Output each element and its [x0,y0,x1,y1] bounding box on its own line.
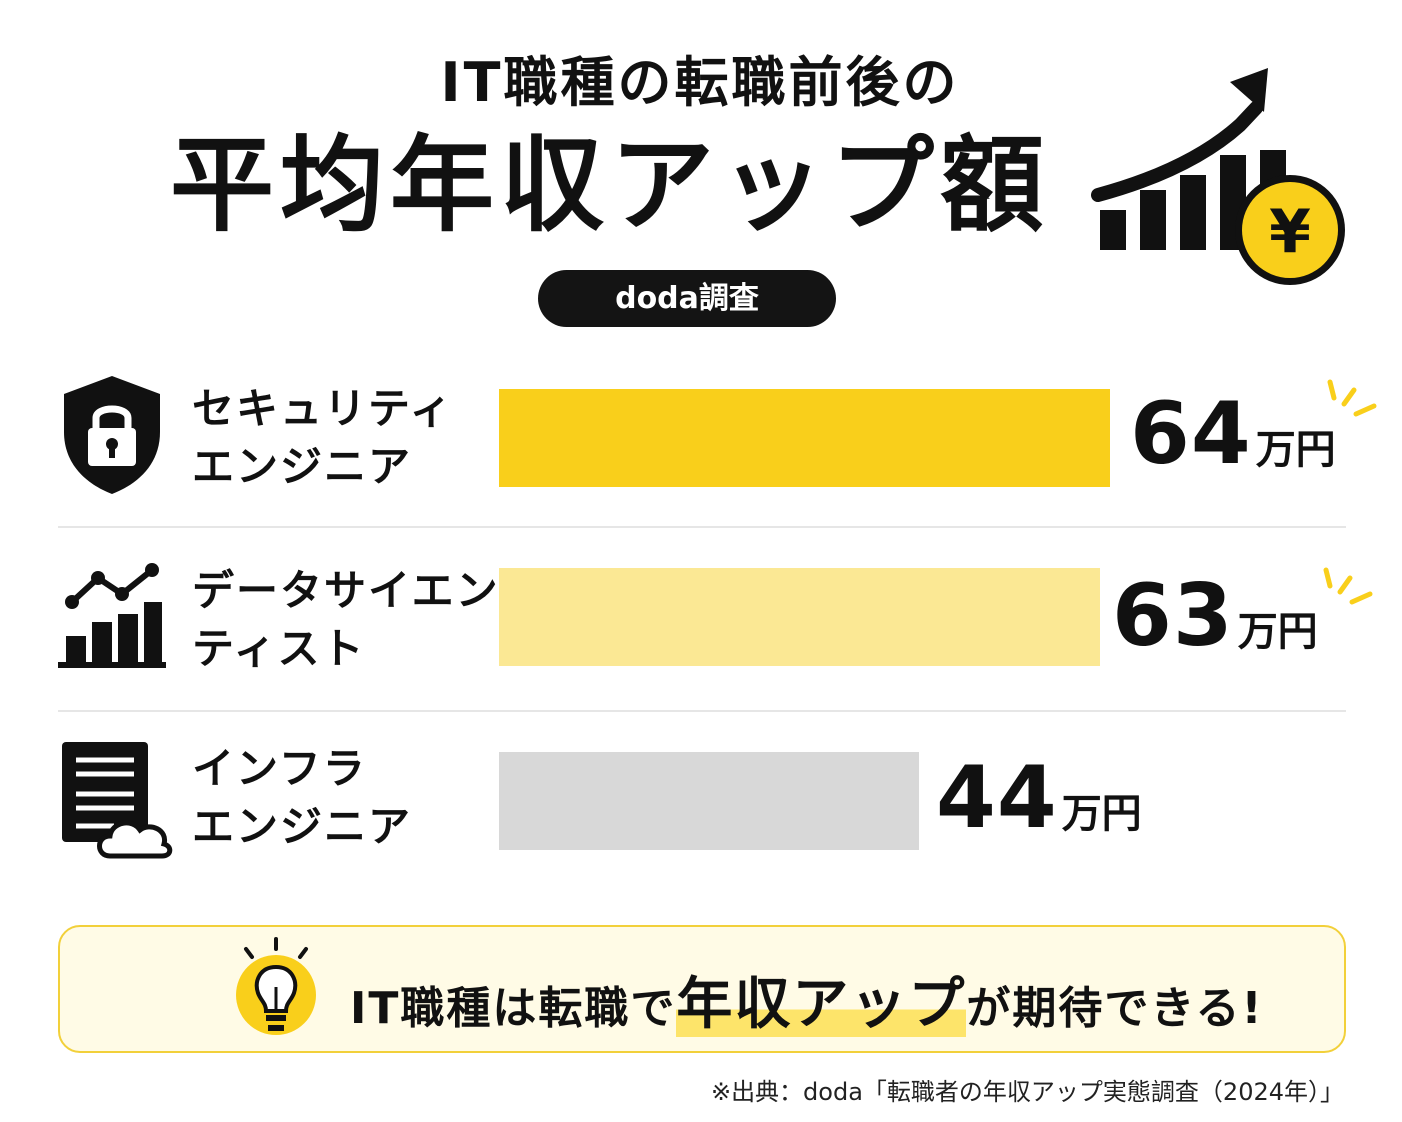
server-cloud-icon [62,742,173,859]
sparkle-icon [1323,567,1373,605]
yen-symbol: ¥ [1269,197,1311,267]
callout-message: IT職種は転職で年収アップが期待できる! [350,972,1264,1037]
value-infra: 44 万円 [936,748,1142,848]
bar-infra [499,752,919,850]
row-label-security: セキュリティ エンジニア [192,384,454,491]
row-label-infra: インフラ エンジニア [192,744,413,851]
source-badge: doda調査 [538,270,836,327]
row-label-data-scientist: データサイエン ティスト [192,566,500,673]
row-divider [58,526,1346,528]
bar-data-scientist [499,568,1100,666]
growth-chart-yen-icon: ¥ [1091,68,1345,285]
page-title: 平均年収アップ額 [169,124,1050,246]
value-data-scientist: 63 万円 [1112,566,1318,666]
analytics-chart-icon [58,563,166,668]
shield-lock-icon [64,376,160,494]
title-line1: IT職種の転職前後の [440,51,960,114]
source-note: ※出典：doda「転職者の年収アップ実態調査（2024年）」 [710,1078,1344,1106]
callout-box: IT職種は転職で年収アップが期待できる! [58,925,1346,1053]
lightbulb-icon [236,937,316,1035]
callout-highlight: 年収アップ [676,972,967,1037]
bar-security [499,389,1110,487]
sparkle-icon [1327,379,1377,417]
value-security: 64 万円 [1130,384,1336,484]
row-divider [58,710,1346,712]
